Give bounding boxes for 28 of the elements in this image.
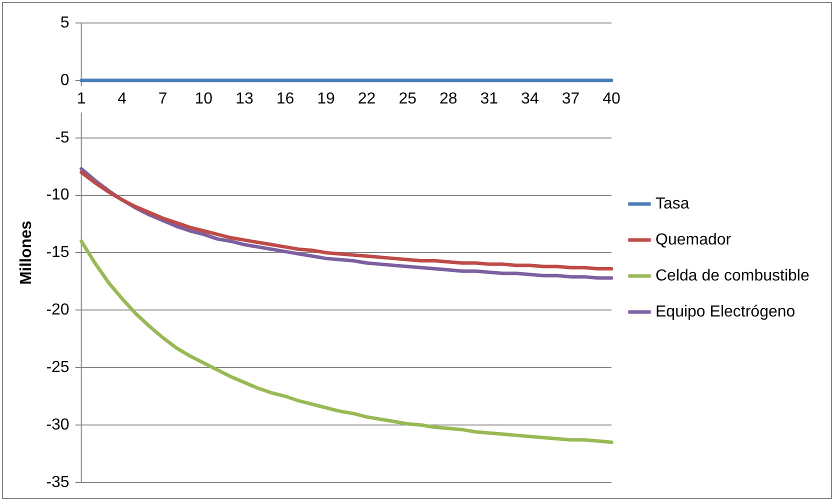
x-tick-label: 31 <box>480 90 498 108</box>
x-tick-label: 40 <box>602 90 620 108</box>
x-tick-label: 10 <box>194 90 213 108</box>
x-tick-label: 34 <box>521 90 539 108</box>
x-tick-label: 16 <box>276 90 294 108</box>
y-axis-title: Millones <box>18 220 36 285</box>
y-tick-label: 0 <box>60 72 70 89</box>
y-tick-label: -15 <box>46 244 70 262</box>
y-tick-label: -30 <box>46 416 70 434</box>
x-tick-label: 25 <box>398 90 417 108</box>
x-tick-label: 13 <box>236 90 254 108</box>
x-tick-label: 1 <box>76 90 86 108</box>
x-tick-label: 28 <box>439 90 458 108</box>
y-tick-label: 5 <box>60 14 70 32</box>
y-tick-label: -20 <box>46 302 70 319</box>
legend-label: Tasa <box>656 195 690 212</box>
legend-label: Celda de combustible <box>656 267 810 284</box>
x-tick-label: 37 <box>562 90 580 108</box>
y-tick-label: -5 <box>55 129 70 146</box>
x-tick-label: 4 <box>118 90 127 108</box>
x-tick-label: 19 <box>317 90 336 108</box>
x-tick-label: 22 <box>358 90 376 108</box>
y-tick-label: -25 <box>46 358 70 376</box>
legend-label: Quemador <box>656 231 732 248</box>
y-tick-label: -35 <box>46 474 70 491</box>
y-tick-label: -10 <box>46 186 70 204</box>
x-tick-label: 7 <box>158 90 168 108</box>
legend-label: Equipo Electrógeno <box>656 303 796 320</box>
